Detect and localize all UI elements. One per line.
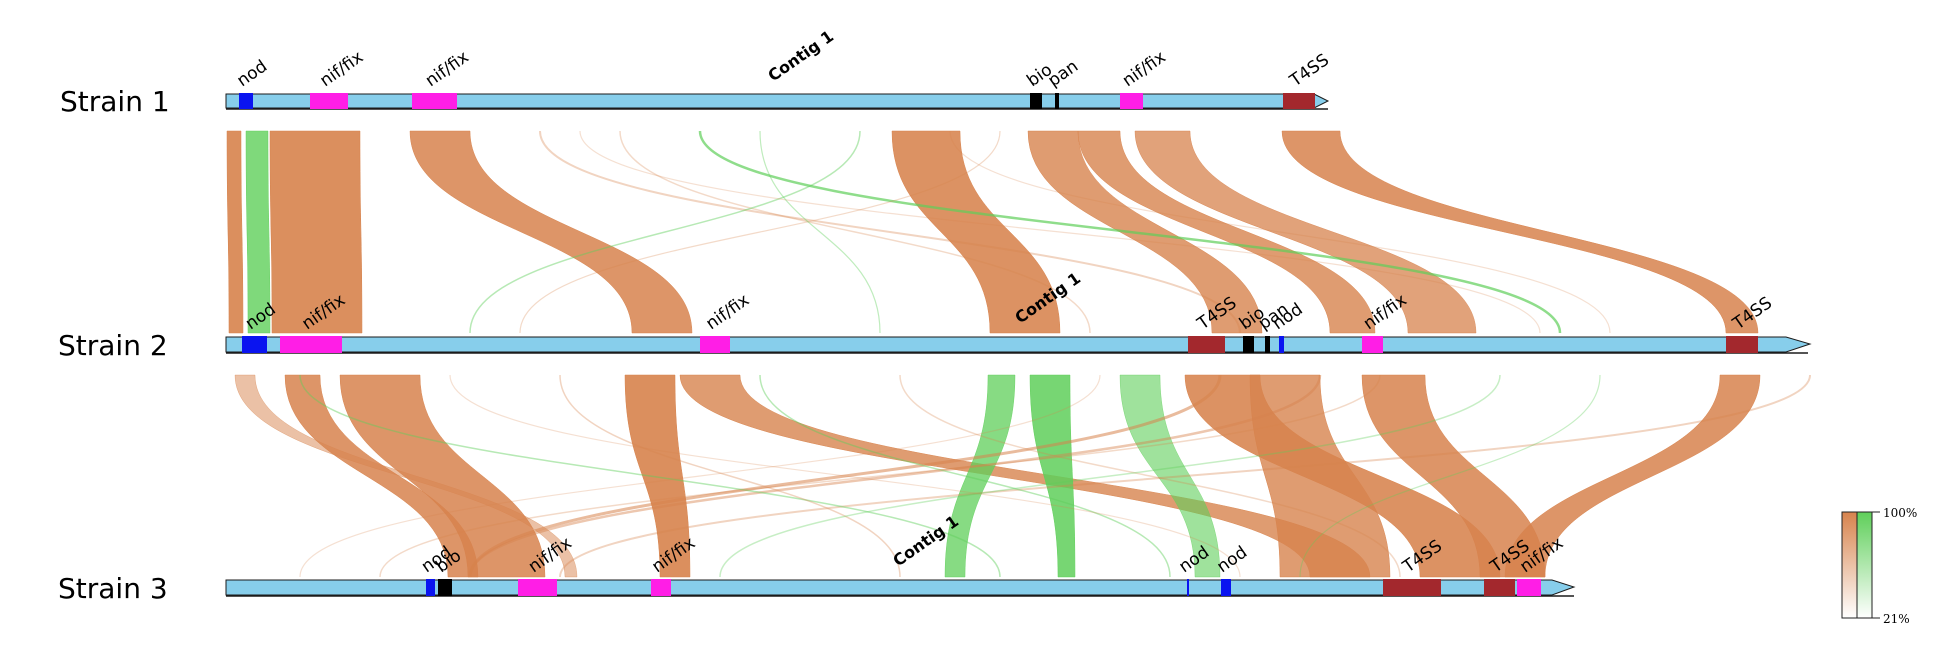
s3-gene-nod-5[interactable]: [1221, 579, 1231, 596]
synteny-link-15: [519, 130, 1001, 334]
s1-gene-T4SS-6[interactable]: [1283, 93, 1315, 109]
legend-max-label: 100%: [1883, 506, 1917, 520]
synteny-link-0: [226, 130, 244, 334]
s1-gene-pan-4[interactable]: [1055, 93, 1059, 109]
s2-gene-bio-4[interactable]: [1243, 336, 1254, 353]
synteny-link-9: [698, 130, 1562, 334]
strain-1-contig-arrow: [225, 93, 1330, 109]
s2-gene-nif-fix-1[interactable]: [280, 336, 342, 353]
synteny-link-36: [559, 374, 901, 578]
s1-gene-bio-3[interactable]: [1030, 93, 1042, 109]
strain-2-contig-arrow: [225, 336, 1812, 353]
synteny-link-32: [299, 374, 1001, 578]
s1-gene-nod-0[interactable]: [239, 93, 253, 109]
synteny-link-18: [284, 374, 479, 578]
s3-gene-nif-fix-2[interactable]: [518, 579, 557, 596]
synteny-link-11: [619, 130, 1091, 334]
synteny-link-16: [759, 130, 881, 334]
s3-gene-nif-fix-8[interactable]: [1517, 579, 1541, 596]
synteny-link-40: [1299, 374, 1601, 578]
s1-gene-label-1: nif/fix: [316, 47, 367, 91]
synteny-link-26: [1249, 374, 1391, 578]
s3-gene-bio-1[interactable]: [438, 579, 452, 596]
synteny-link-10: [539, 130, 1241, 334]
synteny-link-20: [624, 374, 691, 578]
synteny-link-33: [759, 374, 1171, 578]
s2-gene-T4SS-8[interactable]: [1726, 336, 1758, 353]
s1-gene-label-0: nod: [233, 56, 271, 91]
strain-3-contig-arrow: [225, 579, 1576, 596]
synteny-link-2: [269, 130, 363, 334]
s1-gene-nif-fix-5[interactable]: [1120, 93, 1143, 109]
synteny-link-34: [379, 374, 1381, 578]
s3-gene-nod-4[interactable]: [1187, 579, 1189, 596]
s3-gene-T4SS-6[interactable]: [1383, 579, 1441, 596]
legend-inverse-gradient: [1856, 511, 1873, 619]
s2-gene-nod-6[interactable]: [1279, 336, 1284, 353]
synteny-link-19: [339, 374, 546, 578]
s2-gene-label-2: nif/fix: [702, 290, 753, 334]
s1-gene-label-2: nif/fix: [422, 47, 473, 91]
synteny-link-13: [579, 130, 1541, 334]
synteny-link-8: [1281, 130, 1759, 334]
strain-1-track: Strain 1 Contig 1 nod nif/fix nif/fix biopa…: [60, 26, 1333, 118]
strain-2-contig[interactable]: [225, 336, 1812, 354]
synteny-link-22: [944, 374, 1016, 578]
strain-1-label: Strain 1: [60, 85, 170, 118]
synteny-link-30: [468, 374, 1322, 578]
synteny-link-31: [559, 374, 1811, 578]
strain-1-contig-label: Contig 1: [764, 26, 837, 85]
synteny-link-35: [899, 374, 1401, 578]
legend-forward-gradient: [1841, 511, 1858, 619]
synteny-link-37: [719, 374, 1501, 578]
s3-gene-nif-fix-3[interactable]: [651, 579, 671, 596]
s3-gene-T4SS-7[interactable]: [1484, 579, 1515, 596]
synteny-links: [226, 130, 1811, 578]
synteny-link-7: [1134, 130, 1477, 334]
synteny-link-38: [299, 374, 1101, 578]
identity-legend: 100% 21%: [1841, 506, 1917, 626]
s1-gene-label-6: T4SS: [1286, 50, 1333, 92]
strain-1-contig[interactable]: [225, 93, 1330, 110]
strain-3-label: Strain 3: [58, 572, 168, 605]
synteny-link-28: [1504, 374, 1761, 578]
synteny-link-12: [469, 130, 861, 334]
s2-gene-label-7: nif/fix: [1360, 290, 1411, 334]
s2-gene-nif-fix-7[interactable]: [1362, 336, 1383, 353]
s1-gene-label-4: pan: [1044, 56, 1082, 91]
synteny-link-14: [949, 130, 1611, 334]
synteny-link-6: [1077, 130, 1376, 334]
s2-gene-pan-5[interactable]: [1265, 336, 1270, 353]
s2-gene-nod-0[interactable]: [242, 336, 267, 353]
strain-2-label: Strain 2: [58, 329, 168, 362]
synteny-link-5: [1027, 130, 1263, 334]
synteny-link-39: [449, 374, 1241, 578]
s1-gene-nif-fix-2[interactable]: [412, 93, 457, 109]
synteny-link-3: [409, 130, 693, 334]
s3-gene-nod-0[interactable]: [426, 579, 435, 596]
legend-min-label: 21%: [1883, 612, 1910, 626]
s2-gene-nif-fix-2[interactable]: [700, 336, 730, 353]
synteny-link-1: [245, 130, 271, 334]
synteny-link-29: [468, 374, 1222, 578]
s1-gene-label-5: nif/fix: [1119, 47, 1170, 91]
s2-gene-T4SS-3[interactable]: [1188, 336, 1225, 353]
s1-gene-nif-fix-1[interactable]: [310, 93, 348, 109]
